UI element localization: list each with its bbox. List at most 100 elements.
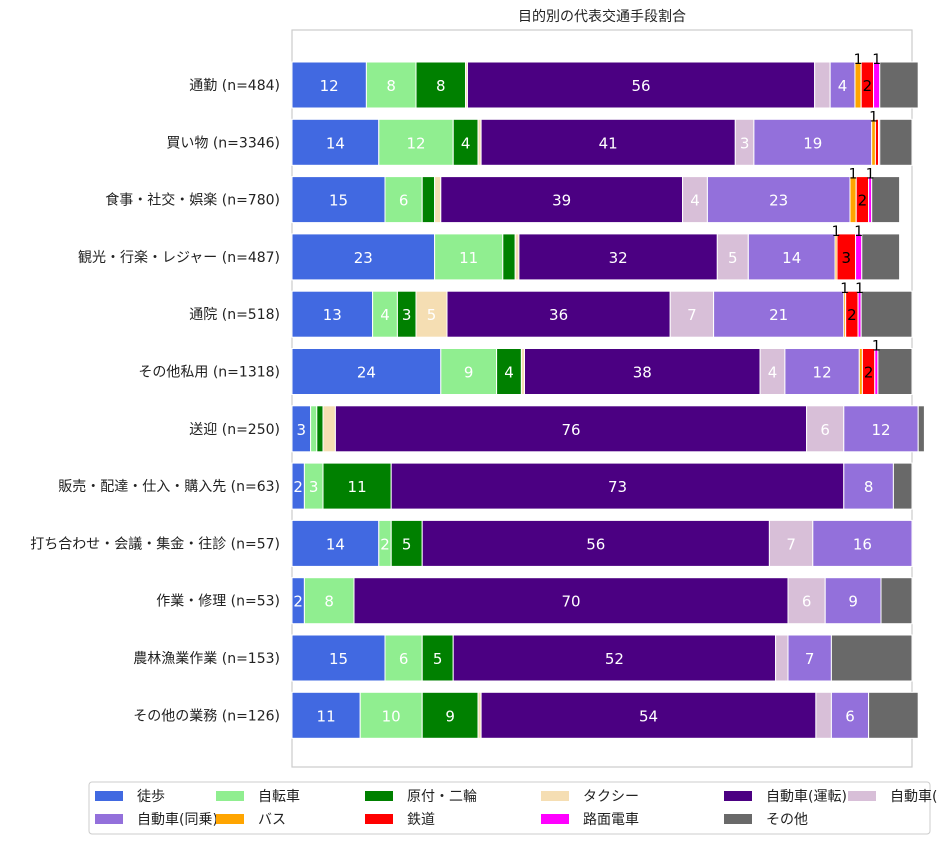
bar-segment — [291, 691, 361, 739]
bar-data-label: 5 — [433, 650, 443, 668]
bar-segment — [316, 405, 324, 453]
category-label: 通院 (n=518) — [189, 307, 280, 323]
legend-label: 徒歩 — [137, 789, 165, 805]
bar-segment — [434, 233, 504, 281]
bar-segment — [452, 634, 777, 682]
bar-data-label: 4 — [838, 77, 848, 95]
bar-segment — [480, 691, 817, 739]
bar-segment — [806, 405, 845, 453]
bar-data-label: 4 — [461, 134, 471, 152]
bar-segment — [824, 577, 882, 625]
bar-segment — [682, 176, 708, 224]
bar-data-label: 15 — [329, 650, 348, 668]
bar-data-label: 12 — [813, 364, 832, 382]
bar-data-label: 23 — [769, 192, 788, 210]
bar-segment — [390, 462, 845, 510]
bar-data-label: 8 — [436, 77, 446, 95]
bar-data-label: 4 — [768, 364, 778, 382]
bar-segment — [879, 61, 919, 109]
bar-segment — [502, 233, 516, 281]
chart-title: 目的別の代表交通手段割合 — [518, 8, 686, 25]
bar-data-label: 9 — [464, 364, 474, 382]
bar-segment — [871, 176, 901, 224]
bar-data-label: 8 — [386, 77, 396, 95]
bar-data-label: 56 — [586, 535, 605, 553]
bar-data-label: 5 — [427, 306, 437, 324]
bar-segment — [440, 348, 498, 395]
legend-label: バス — [258, 812, 286, 828]
bar-data-label: 11 — [348, 478, 367, 496]
category-label: その他の業務 (n=126) — [133, 708, 280, 724]
bar-data-label: 1 — [854, 224, 863, 240]
bar-data-label: 7 — [786, 535, 796, 553]
bar-data-label: 39 — [552, 192, 571, 210]
bar-segment — [759, 348, 786, 395]
bar-segment — [322, 405, 336, 453]
bar-data-label: 16 — [853, 535, 872, 553]
bar-segment — [310, 405, 318, 453]
legend-label: 鉄道 — [407, 812, 435, 828]
category-label: 販売・配達・仕入・購入先 (n=63) — [58, 479, 280, 495]
bar-segment — [291, 61, 367, 109]
bar-segment — [518, 233, 718, 281]
bar-segment — [716, 233, 749, 281]
bar-segment — [713, 290, 845, 338]
legend-label: 自動車(その他) — [890, 788, 939, 805]
bar-data-label: 5 — [402, 535, 412, 553]
bar-data-label: 13 — [323, 306, 342, 324]
bar-data-label: 11 — [317, 707, 336, 725]
category-label: 食事・社交・娯楽 (n=780) — [105, 192, 280, 209]
bar-segment — [415, 290, 448, 338]
bar-data-label: 10 — [382, 707, 401, 725]
bar-data-label: 76 — [561, 421, 580, 439]
bar-segment — [384, 176, 423, 224]
bar-segment — [812, 519, 913, 567]
bar-data-label: 15 — [329, 192, 348, 210]
legend-label: 自転車 — [258, 788, 300, 805]
category-label: 打ち合わせ・会議・集金・往診 (n=57) — [30, 535, 280, 552]
category-label: 作業・修理 (n=53) — [156, 594, 280, 610]
plot-area-frame — [291, 29, 913, 768]
bar-segment — [421, 691, 479, 739]
bar-segment — [706, 176, 851, 224]
bar-segment — [917, 405, 925, 453]
legend-swatch — [724, 814, 752, 824]
legend-label: タクシー — [583, 789, 639, 805]
bar-data-label: 6 — [399, 650, 409, 668]
bar-data-label: 52 — [605, 650, 624, 668]
legend-swatch — [365, 814, 393, 824]
legend-swatch — [541, 791, 569, 801]
category-label: 農林漁業作業 (n=153) — [133, 651, 280, 667]
legend-swatch — [541, 814, 569, 824]
bar-data-label: 3 — [842, 249, 852, 267]
legend-frame — [88, 781, 931, 835]
bar-segment — [814, 61, 831, 109]
bar-data-label: 8 — [324, 593, 334, 611]
bar-data-label: 54 — [639, 707, 658, 725]
bar-data-label: 2 — [847, 306, 857, 324]
category-label: 観光・行楽・レジャー (n=487) — [78, 249, 280, 266]
bar-data-label: 1 — [872, 339, 881, 355]
bar-data-label: 1 — [855, 281, 864, 297]
legend-label: 原付・二輪 — [407, 788, 477, 805]
bar-data-label: 3 — [309, 478, 319, 496]
bar-segment — [784, 348, 860, 395]
legend-label: その他 — [766, 812, 808, 828]
bar-data-label: 6 — [845, 707, 855, 725]
bar-data-label: 4 — [690, 192, 700, 210]
bar-data-label: 1 — [832, 224, 841, 240]
bar-segment — [466, 61, 816, 109]
category-label: 送迎 (n=250) — [189, 422, 280, 438]
bar-data-label: 2 — [293, 478, 303, 496]
bar-segment — [514, 233, 520, 281]
legend-swatch — [724, 791, 752, 801]
bar-segment — [291, 348, 442, 395]
category-label: 買い物 (n=3346) — [166, 135, 280, 151]
bar-data-label: 2 — [864, 364, 874, 382]
bar-data-label: 7 — [805, 650, 815, 668]
bar-segment — [854, 61, 862, 109]
bar-data-label: 14 — [782, 249, 801, 267]
legend-label: 自動車(同乗) — [137, 811, 218, 828]
